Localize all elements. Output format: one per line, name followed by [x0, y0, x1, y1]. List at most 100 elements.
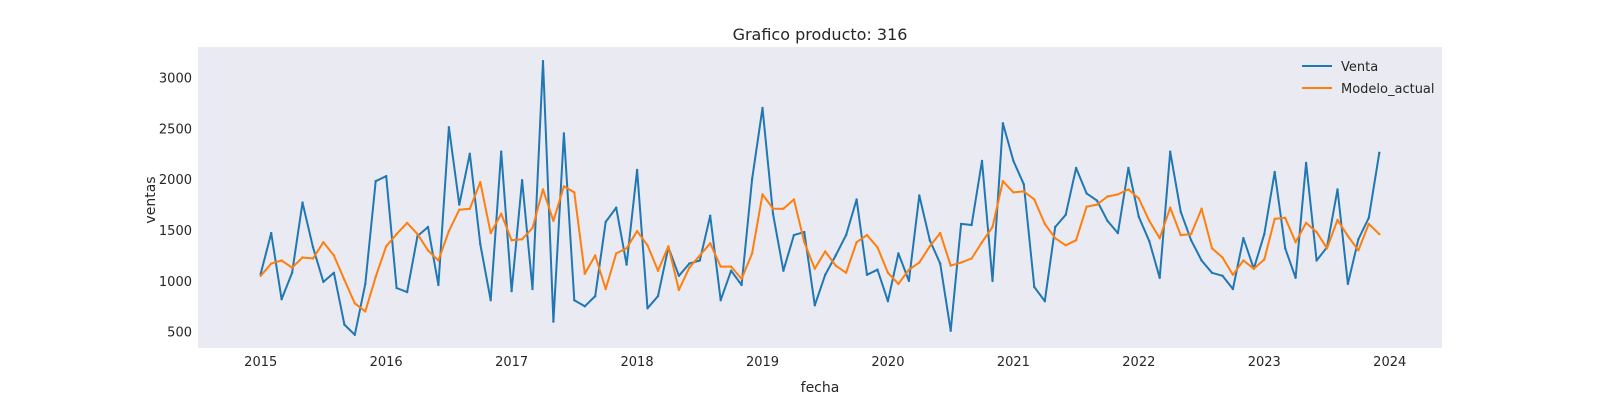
- data-point: [959, 261, 963, 264]
- data-point: [1273, 170, 1276, 174]
- data-point: [1116, 193, 1120, 196]
- data-point: [980, 241, 984, 244]
- legend: Venta Modelo_actual: [1302, 60, 1435, 97]
- data-point: [1346, 282, 1350, 286]
- data-point: [1095, 199, 1099, 202]
- x-tick-label: 2019: [746, 355, 779, 370]
- data-point: [458, 208, 461, 211]
- data-point: [531, 226, 534, 230]
- data-point: [635, 229, 639, 233]
- data-point: [729, 265, 733, 268]
- x-axis-ticks: 2015 2016 2017 2018 2019 2020 2021 2022 2023 2024: [244, 355, 1406, 370]
- x-tick-label: 2023: [1248, 355, 1281, 370]
- data-point: [1367, 222, 1371, 226]
- data-point: [364, 310, 367, 313]
- data-point: [510, 239, 513, 242]
- data-point: [374, 275, 377, 278]
- data-point: [1085, 192, 1088, 195]
- data-point: [625, 247, 628, 250]
- data-point: [1284, 216, 1287, 219]
- series-venta: [259, 60, 1381, 336]
- data-point: [761, 106, 764, 110]
- x-axis-label: fecha: [801, 380, 840, 396]
- data-point: [677, 288, 681, 292]
- data-point: [479, 243, 482, 246]
- data-point: [1231, 287, 1235, 291]
- data-point: [270, 262, 273, 265]
- plot-background: [198, 47, 1442, 348]
- data-point: [1116, 231, 1120, 235]
- x-tick-label: 2021: [997, 355, 1030, 370]
- data-point: [1304, 221, 1308, 225]
- data-point: [290, 266, 294, 269]
- data-point: [688, 266, 691, 269]
- data-point: [803, 241, 806, 244]
- data-point: [677, 274, 681, 277]
- data-point: [1252, 267, 1256, 270]
- chart-title: Grafico producto: 316: [733, 25, 908, 44]
- data-point: [583, 272, 586, 275]
- data-point: [468, 152, 471, 155]
- data-point: [573, 299, 576, 302]
- data-point: [385, 174, 388, 178]
- data-point: [698, 254, 701, 257]
- data-point: [1367, 216, 1371, 219]
- data-point: [1064, 244, 1067, 247]
- data-point: [1127, 188, 1130, 191]
- data-point: [1137, 197, 1141, 200]
- data-point: [405, 290, 409, 294]
- data-point: [301, 201, 304, 204]
- data-point: [311, 257, 315, 260]
- data-point: [824, 250, 827, 253]
- data-point: [844, 271, 848, 274]
- data-point: [1346, 234, 1350, 238]
- data-point: [813, 304, 816, 307]
- data-point: [667, 245, 670, 248]
- data-point: [1179, 233, 1182, 237]
- data-point: [1148, 240, 1151, 243]
- data-point: [1137, 215, 1141, 218]
- data-point: [1221, 256, 1224, 259]
- data-point: [364, 282, 367, 286]
- data-point: [437, 283, 440, 287]
- x-tick-label: 2020: [871, 355, 904, 370]
- data-point: [385, 245, 388, 248]
- data-point: [353, 333, 356, 336]
- data-point: [761, 193, 764, 196]
- data-point: [1169, 150, 1172, 153]
- data-point: [792, 198, 796, 201]
- data-point: [803, 230, 806, 234]
- data-point: [437, 259, 440, 262]
- data-point: [782, 207, 785, 210]
- data-point: [834, 264, 837, 267]
- y-tick-label: 1000: [159, 275, 192, 290]
- data-point: [886, 271, 890, 274]
- data-point: [510, 289, 513, 293]
- data-point: [844, 233, 848, 237]
- data-point: [1273, 217, 1276, 221]
- data-point: [1085, 205, 1088, 208]
- legend-label-modelo-actual: Modelo_actual: [1341, 82, 1435, 97]
- data-point: [447, 229, 451, 233]
- data-point: [824, 273, 827, 276]
- data-point: [1054, 237, 1057, 240]
- data-point: [426, 249, 430, 252]
- data-point: [771, 212, 775, 215]
- data-point: [562, 185, 566, 188]
- data-point: [959, 222, 963, 226]
- data-point: [991, 279, 994, 283]
- series-line: [259, 180, 1381, 313]
- data-point: [740, 283, 743, 287]
- data-point: [270, 231, 273, 235]
- data-point: [1158, 276, 1161, 279]
- data-point: [918, 261, 921, 264]
- data-point: [489, 231, 492, 235]
- data-point: [1315, 230, 1318, 234]
- data-point: [771, 207, 775, 210]
- y-axis-label: ventas: [143, 176, 159, 223]
- y-tick-label: 3000: [159, 72, 192, 87]
- data-point: [646, 307, 649, 310]
- data-point: [1336, 188, 1339, 191]
- data-point: [792, 233, 796, 237]
